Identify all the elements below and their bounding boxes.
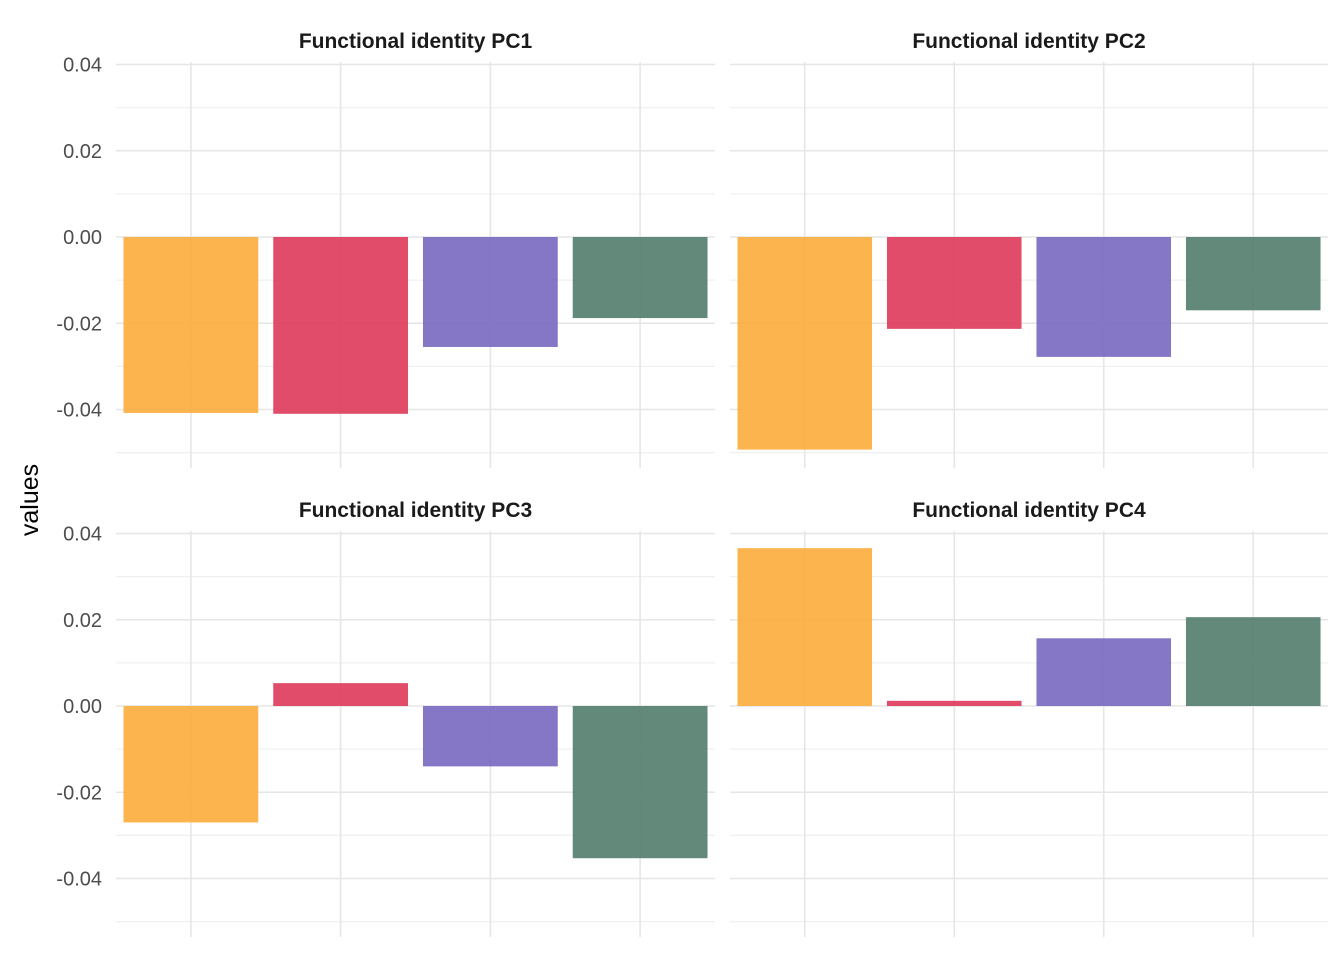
y-tick-label: 0.02 — [63, 610, 102, 632]
facet-title: Functional identity PC3 — [299, 499, 532, 522]
facet-title: Functional identity PC1 — [299, 30, 533, 53]
bar — [422, 237, 558, 347]
bar — [1185, 617, 1321, 706]
facet-panel: Functional identity PC2 — [730, 30, 1328, 468]
bar — [273, 683, 409, 706]
bar — [123, 237, 259, 413]
bar — [572, 237, 708, 319]
bar — [886, 237, 1022, 329]
bar — [572, 706, 708, 859]
bar — [1185, 237, 1321, 311]
facet-title: Functional identity PC2 — [912, 30, 1145, 53]
bar — [422, 706, 558, 767]
facet-panel: Functional identity PC3 0.04 0.02 0.00 -0.02… — [56, 499, 715, 937]
bar — [273, 237, 409, 414]
bar — [1036, 638, 1172, 706]
bar — [123, 706, 259, 823]
y-tick-label: 0.00 — [63, 696, 102, 718]
y-tick-label: -0.02 — [56, 313, 102, 335]
y-tick-label: -0.02 — [56, 782, 102, 804]
facet-panel: Functional identity PC1 0.04 0.02 0.00 -0.02… — [56, 30, 715, 468]
y-axis-title: values — [16, 464, 44, 536]
facets-group: Functional identity PC1 0.04 0.02 0.00 -0.02… — [56, 30, 1328, 937]
y-tick-label: 0.02 — [63, 141, 102, 163]
bar — [737, 548, 873, 706]
bar — [886, 700, 1022, 706]
facet-panel: Functional identity PC4 — [730, 499, 1328, 937]
bar — [1036, 237, 1172, 357]
bar — [737, 237, 873, 450]
facet-title: Functional identity PC4 — [912, 499, 1146, 522]
y-tick-label: -0.04 — [56, 869, 102, 891]
y-tick-label: 0.04 — [63, 55, 102, 77]
y-tick-label: 0.04 — [63, 524, 102, 546]
y-tick-label: -0.04 — [56, 400, 102, 422]
y-tick-label: 0.00 — [63, 227, 102, 249]
